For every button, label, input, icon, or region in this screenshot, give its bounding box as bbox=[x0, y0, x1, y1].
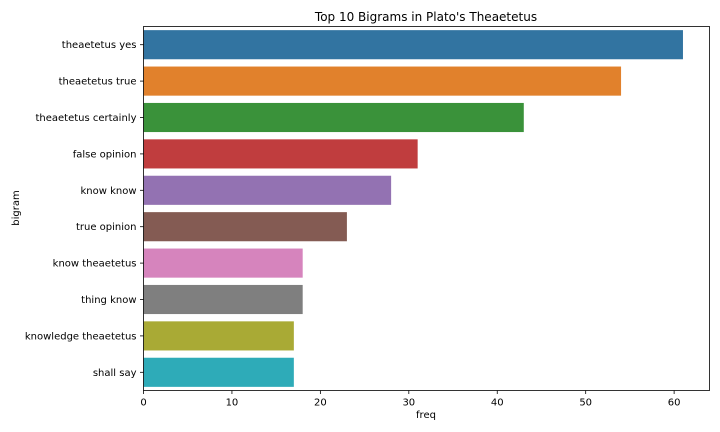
bar-2 bbox=[143, 102, 524, 133]
chart-title: Top 10 Bigrams in Plato's Theaetetus bbox=[314, 10, 537, 24]
bar-1 bbox=[143, 66, 622, 96]
x-tick-label-0: 0 bbox=[140, 398, 146, 409]
x-axis-ticks: 0 10 20 30 40 50 60 bbox=[140, 390, 681, 409]
bar-5 bbox=[143, 212, 347, 242]
y-axis-ticks: theaetetus yes theaetetus true theaetetus … bbox=[25, 40, 144, 379]
bar-6 bbox=[143, 248, 303, 278]
x-tick-label-1: 10 bbox=[226, 398, 239, 409]
y-tick-label-9: shall say bbox=[93, 368, 137, 379]
x-axis-label: freq bbox=[416, 410, 436, 421]
y-tick-label-2: theaetetus certainly bbox=[35, 113, 136, 124]
y-tick-label-4: know know bbox=[80, 186, 136, 197]
y-tick-label-6: know theaetetus bbox=[53, 259, 137, 270]
plot-frame bbox=[143, 26, 710, 391]
x-tick-label-6: 60 bbox=[668, 398, 681, 409]
bars-group bbox=[143, 30, 683, 387]
bar-8 bbox=[143, 321, 294, 351]
x-tick-label-3: 30 bbox=[402, 398, 415, 409]
y-tick-label-8: knowledge theaetetus bbox=[25, 331, 137, 342]
bar-0 bbox=[143, 30, 683, 60]
x-tick-label-2: 20 bbox=[314, 398, 327, 409]
y-axis-label: bigram bbox=[11, 190, 22, 225]
y-tick-label-3: false opinion bbox=[73, 149, 137, 160]
y-tick-label-1: theaetetus true bbox=[59, 77, 137, 88]
x-tick-label-5: 50 bbox=[579, 398, 592, 409]
bar-4 bbox=[143, 175, 392, 205]
y-tick-label-7: thing know bbox=[81, 295, 136, 306]
bar-9 bbox=[143, 357, 294, 387]
x-tick-label-4: 40 bbox=[491, 398, 504, 409]
y-tick-label-5: true opinion bbox=[76, 222, 137, 233]
y-tick-label-0: theaetetus yes bbox=[62, 40, 137, 51]
bar-3 bbox=[143, 139, 418, 169]
bar-7 bbox=[143, 284, 303, 315]
